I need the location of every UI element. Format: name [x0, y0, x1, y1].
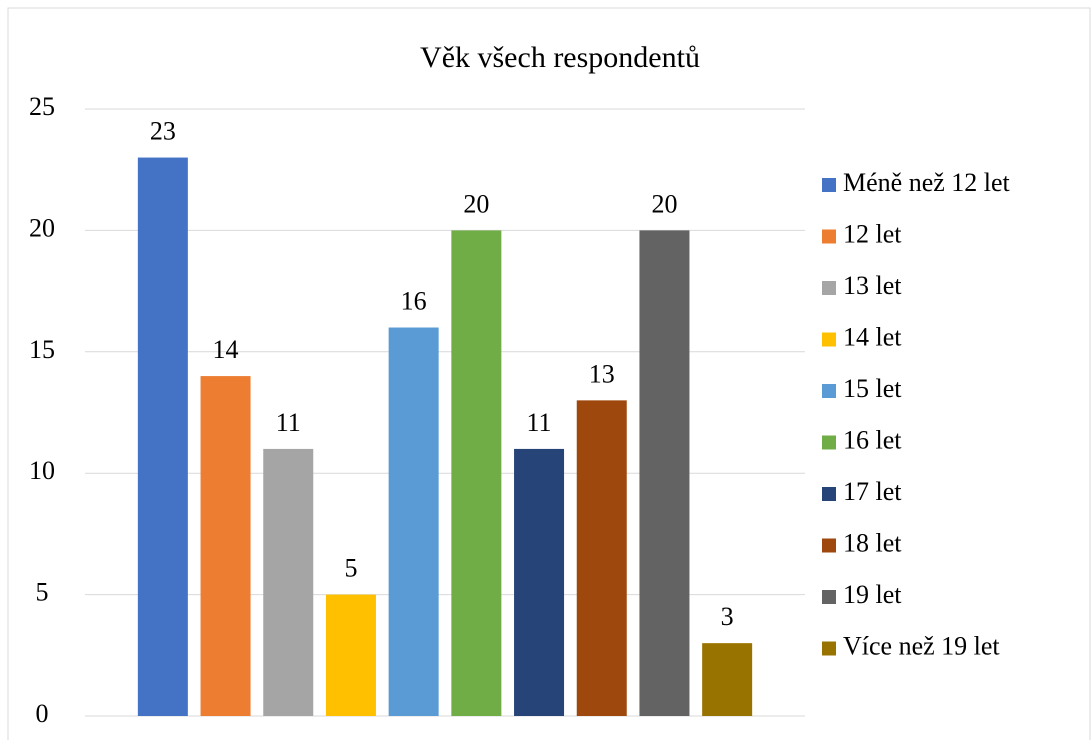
bar [702, 643, 753, 716]
legend-label: 17 let [843, 477, 902, 506]
legend-label: 14 let [843, 322, 902, 351]
legend-swatch [822, 178, 836, 192]
y-tick-label: 25 [29, 92, 55, 121]
legend-swatch [822, 487, 836, 501]
data-label: 5 [344, 554, 357, 583]
data-label: 20 [463, 189, 489, 218]
data-label: 14 [213, 335, 239, 364]
legend-label: Méně než 12 let [843, 168, 1011, 197]
bar [451, 230, 502, 716]
data-label: 3 [721, 602, 734, 631]
chart-title: Věk všech respondentů [420, 41, 700, 74]
data-label: 23 [150, 117, 176, 146]
legend-label: 15 let [843, 374, 902, 403]
bar [388, 327, 439, 716]
bar [576, 400, 627, 716]
legend-swatch [822, 281, 836, 295]
bar [325, 594, 376, 716]
y-tick-label: 15 [29, 335, 55, 364]
legend-swatch [822, 590, 836, 604]
y-tick-label: 10 [29, 456, 55, 485]
y-tick-label: 5 [36, 578, 49, 607]
bar [137, 157, 188, 716]
bar [639, 230, 690, 716]
data-label: 20 [651, 189, 677, 218]
legend-label: 12 let [843, 219, 902, 248]
legend-swatch [822, 332, 836, 347]
y-tick-label: 0 [36, 699, 49, 728]
legend-label: 18 let [843, 528, 902, 557]
legend-swatch [822, 538, 836, 553]
legend-label: 16 let [843, 425, 902, 454]
bar [514, 448, 565, 716]
chart-border [7, 7, 1091, 740]
bar [263, 448, 314, 716]
legend-swatch [822, 435, 836, 450]
legend-label: 19 let [843, 580, 902, 609]
legend-swatch [822, 229, 836, 244]
y-tick-label: 20 [29, 213, 55, 242]
legend-label: 13 let [843, 271, 902, 300]
data-label: 16 [401, 286, 427, 315]
legend-label: Více než 19 let [843, 631, 1000, 660]
legend-swatch [822, 641, 836, 656]
legend-swatch [822, 384, 836, 398]
data-label: 11 [276, 408, 301, 437]
data-label: 13 [589, 359, 615, 388]
data-label: 11 [527, 408, 552, 437]
bar [200, 376, 251, 716]
